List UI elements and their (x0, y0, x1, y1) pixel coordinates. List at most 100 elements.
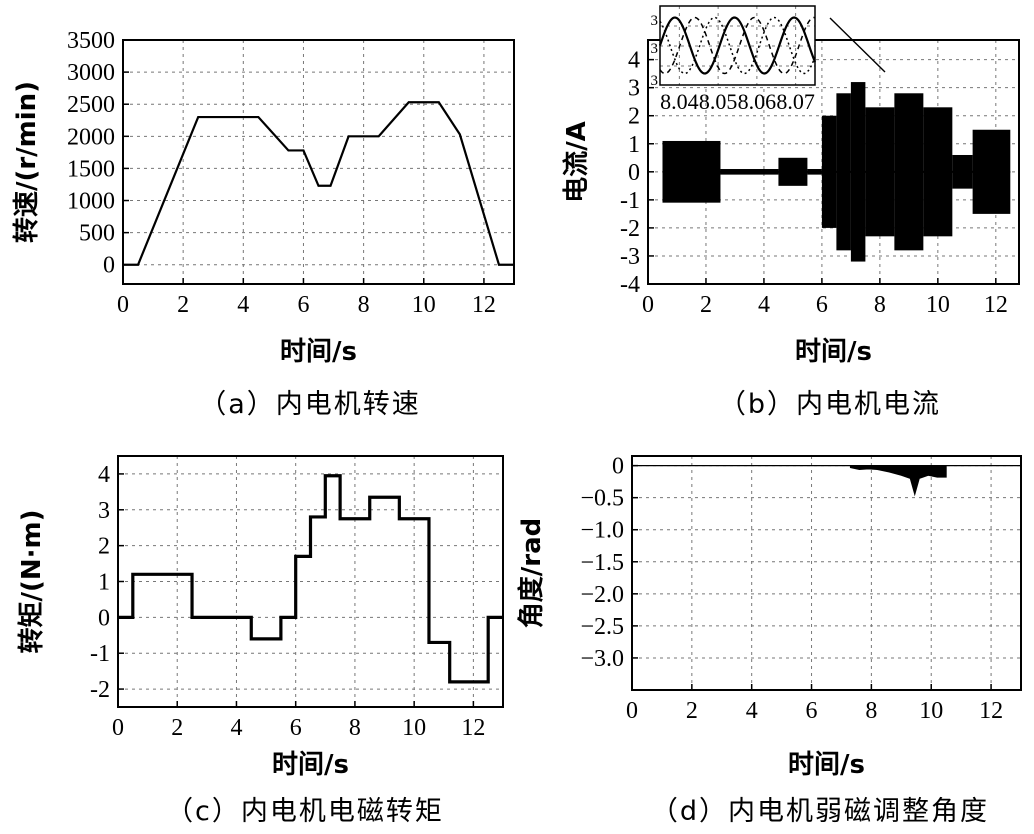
x-tick-label: 6 (816, 292, 828, 318)
y-tick-label: 4 (98, 462, 110, 488)
current-envelope (662, 140, 721, 203)
current-envelope (952, 154, 973, 189)
y-tick-label: 0 (612, 454, 624, 480)
inset-plot: 8.04 8.05 8.06 8.07 3 3 3 (651, 5, 886, 114)
y-tick-label: 3 (628, 76, 640, 102)
x-tick-label: 12 (472, 292, 496, 318)
current-envelope (720, 169, 779, 175)
x-tick-label: 0 (642, 292, 654, 318)
x-tick-label: 6 (290, 715, 302, 741)
plot-frame (631, 455, 1022, 691)
x-tick-label: 10 (926, 292, 950, 318)
x-tick-label: 4 (237, 292, 249, 318)
inset-y-tick-label: 3 (651, 73, 659, 89)
x-axis-label: 时间/s (272, 750, 349, 780)
y-axis-label: 转矩/(N·m) (17, 510, 47, 654)
plot-frame (647, 39, 1020, 285)
y-tick-label: −1.0 (580, 518, 624, 544)
x-tick-label: 10 (412, 292, 436, 318)
current-envelope (836, 93, 851, 251)
y-tick-label: 2 (98, 534, 110, 560)
plot-area (662, 82, 1011, 262)
x-tick-label: 8 (874, 292, 886, 318)
y-tick-label: -2 (620, 216, 640, 242)
x-tick-label: 8 (349, 715, 361, 741)
y-tick-label: 2000 (67, 124, 115, 150)
inset-phase-wave (658, 16, 817, 75)
x-tick-label: 4 (230, 715, 242, 741)
y-tick-label: −2.5 (580, 614, 624, 640)
zoom-pointer-line (829, 17, 886, 73)
inset-x-tick-label: 8.06 (738, 89, 777, 114)
y-tick-label: -4 (620, 272, 640, 298)
inset-x-tick-label: 8.05 (699, 89, 738, 114)
y-tick-label: −3.0 (580, 646, 624, 672)
y-tick-label: -1 (620, 188, 640, 214)
y-tick-label: -3 (620, 244, 640, 270)
y-tick-label: −1.5 (580, 550, 624, 576)
plot-area (632, 465, 1021, 497)
plot-area (118, 474, 503, 684)
x-tick-label: 4 (746, 698, 758, 724)
inset-x-tick-label: 8.07 (776, 89, 815, 114)
y-tick-label: -1 (90, 641, 110, 667)
y-tick-label: 1 (98, 570, 110, 596)
x-tick-label: 10 (919, 698, 943, 724)
y-axis-label: 角度/rad (516, 518, 547, 628)
chart-b: 0 2 4 6 8 10 12-4-3-2-101234时间/s电流/A（b）内电机电流8.… (562, 5, 1020, 420)
x-tick-label: 2 (177, 292, 189, 318)
current-envelope (807, 169, 822, 175)
x-tick-label: 8 (865, 698, 877, 724)
x-axis-label: 时间/s (795, 337, 872, 367)
x-tick-label: 2 (171, 715, 183, 741)
inset-frame (659, 5, 816, 86)
y-tick-label: -2 (90, 677, 110, 703)
y-tick-label: 2 (628, 104, 640, 130)
current-envelope (923, 107, 953, 237)
x-tick-label: 2 (686, 698, 698, 724)
chart-caption: （c）内电机电磁转矩 (166, 796, 444, 827)
x-tick-label: 12 (979, 698, 1003, 724)
series-line (118, 474, 503, 684)
current-envelope (850, 82, 866, 262)
current-envelope (778, 157, 808, 186)
y-tick-label: 3 (98, 498, 110, 524)
current-envelope (894, 93, 924, 251)
x-axis-label: 时间/s (788, 750, 865, 780)
chart-a: 0 2 4 6 8 10 12 0 500 1000 1500 2000 2500 3000 3500 时间/… (12, 28, 515, 420)
plot-area (123, 101, 514, 266)
series-line (123, 101, 514, 266)
y-tick-label: 3500 (67, 28, 115, 54)
chart-caption: （d）内电机弱磁调整角度 (651, 796, 989, 827)
y-tick-label: 3000 (67, 60, 115, 86)
x-tick-label: 12 (461, 715, 485, 741)
plot-frame (117, 455, 504, 708)
x-tick-label: 12 (984, 292, 1008, 318)
y-axis-label: 电流/A (562, 121, 592, 203)
inset-x-tick-label: 8.04 (660, 89, 699, 114)
chart-d: 0 2 4 6 8 10 12 0 −0.5 −1.0 −1.5 −2.0 −2.5 −3.0 时间/s 角度… (516, 454, 1022, 827)
chart-caption: （a）内电机转速 (199, 389, 421, 420)
chart-caption: （b）内电机电流 (719, 389, 941, 420)
current-envelope (821, 115, 837, 228)
y-tick-label: 4 (628, 48, 640, 74)
y-tick-label: 0 (103, 253, 115, 279)
x-tick-label: 0 (117, 292, 129, 318)
x-tick-label: 4 (758, 292, 770, 318)
current-envelope (972, 129, 1011, 214)
current-envelope (865, 107, 895, 237)
y-tick-label: 0 (98, 605, 110, 631)
y-tick-label: 0 (628, 160, 640, 186)
y-axis-label: 转速/(r/min) (12, 81, 42, 243)
y-tick-label: 1500 (67, 156, 115, 182)
series-area (849, 465, 947, 497)
x-tick-label: 6 (297, 292, 309, 318)
y-tick-label: 500 (79, 221, 115, 247)
y-tick-label: 1 (628, 132, 640, 158)
x-axis-label: 时间/s (280, 337, 357, 367)
x-tick-label: 10 (402, 715, 426, 741)
y-tick-label: −0.5 (580, 486, 624, 512)
inset-y-tick-label: 3 (651, 41, 659, 57)
